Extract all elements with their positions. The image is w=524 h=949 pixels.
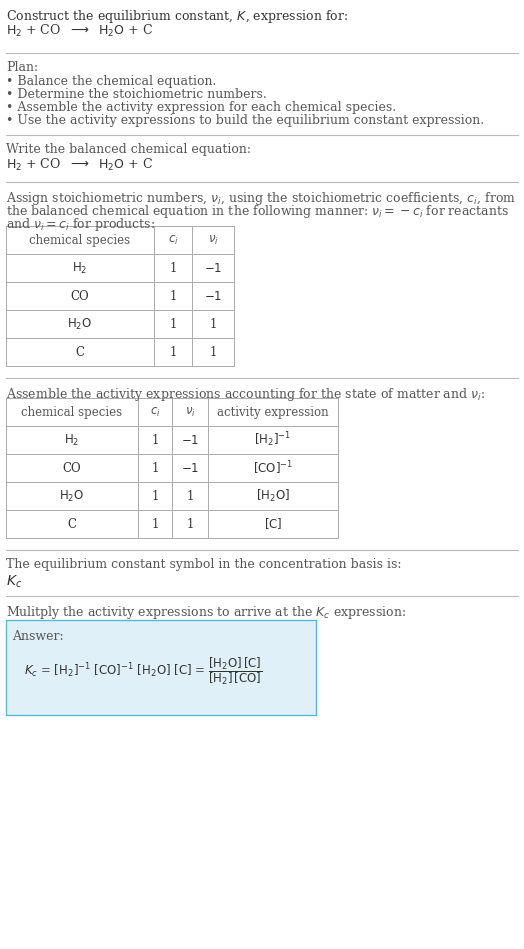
- Text: 1: 1: [169, 262, 177, 274]
- Text: $\mathrm{H_2}$ + CO  $\longrightarrow$  $\mathrm{H_2O}$ + C: $\mathrm{H_2}$ + CO $\longrightarrow$ $\…: [6, 23, 153, 39]
- Text: Answer:: Answer:: [12, 630, 63, 643]
- Text: the balanced chemical equation in the following manner: $\nu_i = -c_i$ for react: the balanced chemical equation in the fo…: [6, 203, 509, 220]
- Text: $\mathrm{H_2O}$: $\mathrm{H_2O}$: [59, 489, 84, 504]
- FancyBboxPatch shape: [6, 620, 316, 715]
- Text: $\nu_i$: $\nu_i$: [208, 233, 219, 247]
- Text: $-1$: $-1$: [181, 461, 199, 474]
- Text: C: C: [68, 517, 77, 530]
- Text: • Use the activity expressions to build the equilibrium constant expression.: • Use the activity expressions to build …: [6, 114, 484, 127]
- Text: 1: 1: [187, 517, 194, 530]
- Text: 1: 1: [209, 345, 217, 359]
- Text: • Determine the stoichiometric numbers.: • Determine the stoichiometric numbers.: [6, 88, 267, 101]
- Text: Plan:: Plan:: [6, 61, 38, 74]
- Text: chemical species: chemical species: [21, 405, 123, 419]
- Text: 1: 1: [169, 289, 177, 303]
- Text: 1: 1: [151, 461, 159, 474]
- Text: $-1$: $-1$: [204, 289, 222, 303]
- Text: $[\mathrm{C}]$: $[\mathrm{C}]$: [264, 516, 282, 531]
- Text: $\mathrm{H_2}$: $\mathrm{H_2}$: [64, 433, 80, 448]
- Text: 1: 1: [151, 434, 159, 446]
- Text: 1: 1: [169, 318, 177, 330]
- Text: • Assemble the activity expression for each chemical species.: • Assemble the activity expression for e…: [6, 101, 396, 114]
- Text: Construct the equilibrium constant, $\mathit{K}$, expression for:: Construct the equilibrium constant, $\ma…: [6, 8, 348, 25]
- Text: • Balance the chemical equation.: • Balance the chemical equation.: [6, 75, 216, 88]
- Text: 1: 1: [169, 345, 177, 359]
- Text: $\mathrm{H_2}$: $\mathrm{H_2}$: [72, 260, 88, 275]
- Text: $\mathrm{H_2O}$: $\mathrm{H_2O}$: [68, 316, 93, 331]
- Text: and $\nu_i = c_i$ for products:: and $\nu_i = c_i$ for products:: [6, 216, 155, 233]
- Text: activity expression: activity expression: [217, 405, 329, 419]
- Text: 1: 1: [209, 318, 217, 330]
- Text: $\nu_i$: $\nu_i$: [184, 405, 195, 419]
- Text: $\mathit{K}_\mathit{c}$ = $[\mathrm{H_2}]^{-1}$ $[\mathrm{CO}]^{-1}$ $[\mathrm{H: $\mathit{K}_\mathit{c}$ = $[\mathrm{H_2}…: [24, 655, 263, 687]
- Text: $\mathit{K}_\mathit{c}$: $\mathit{K}_\mathit{c}$: [6, 574, 23, 590]
- Text: $\mathrm{H_2}$ + CO  $\longrightarrow$  $\mathrm{H_2O}$ + C: $\mathrm{H_2}$ + CO $\longrightarrow$ $\…: [6, 157, 153, 173]
- Text: $c_i$: $c_i$: [150, 405, 160, 419]
- Text: $[\mathrm{CO}]^{-1}$: $[\mathrm{CO}]^{-1}$: [253, 459, 293, 476]
- Text: $-1$: $-1$: [181, 434, 199, 446]
- Text: CO: CO: [63, 461, 81, 474]
- Text: $-1$: $-1$: [204, 262, 222, 274]
- Text: C: C: [75, 345, 84, 359]
- Text: Assign stoichiometric numbers, $\nu_i$, using the stoichiometric coefficients, $: Assign stoichiometric numbers, $\nu_i$, …: [6, 190, 516, 207]
- Text: 1: 1: [151, 517, 159, 530]
- Text: 1: 1: [151, 490, 159, 503]
- Text: 1: 1: [187, 490, 194, 503]
- Text: Write the balanced chemical equation:: Write the balanced chemical equation:: [6, 143, 251, 156]
- Text: chemical species: chemical species: [29, 233, 130, 247]
- Text: $[\mathrm{H_2}]^{-1}$: $[\mathrm{H_2}]^{-1}$: [254, 431, 291, 449]
- Text: $c_i$: $c_i$: [168, 233, 178, 247]
- Text: Mulitply the activity expressions to arrive at the $\mathit{K}_\mathit{c}$ expre: Mulitply the activity expressions to arr…: [6, 604, 406, 621]
- Text: $[\mathrm{H_2O}]$: $[\mathrm{H_2O}]$: [256, 488, 290, 504]
- Text: CO: CO: [71, 289, 89, 303]
- Text: The equilibrium constant symbol in the concentration basis is:: The equilibrium constant symbol in the c…: [6, 558, 401, 571]
- Text: Assemble the activity expressions accounting for the state of matter and $\nu_i$: Assemble the activity expressions accoun…: [6, 386, 485, 403]
